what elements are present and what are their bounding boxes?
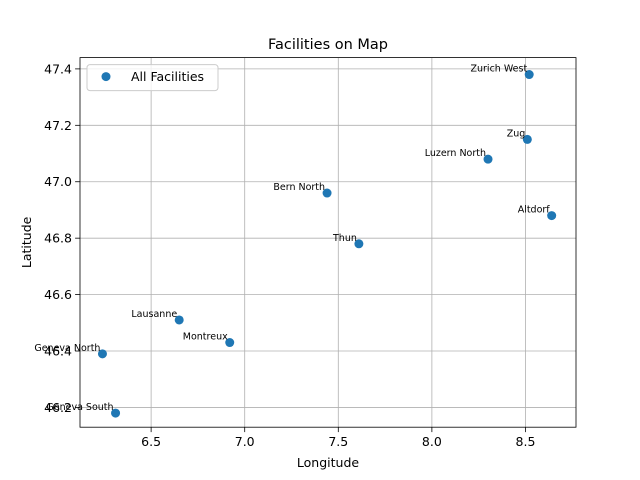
data-points [97,70,557,418]
data-point [354,239,364,249]
point-label: Geneva South [46,402,113,413]
point-label: Bern North [273,182,325,193]
data-point [225,338,235,348]
point-label: Geneva North [34,343,100,354]
point-label: Thun [332,233,357,244]
x-tick-label: 7.5 [328,434,348,449]
data-point [483,154,493,164]
plot-area-frame [79,57,577,428]
y-tick-label: 46.6 [44,287,72,302]
legend-entry-label: All Facilities [131,69,204,84]
x-tick-label: 7.0 [235,434,255,449]
point-label: Zug [507,128,526,139]
data-point [524,70,534,80]
point-labels: Zurich West Zug Luzern North Bern North Altd… [34,64,550,414]
y-tick-label: 46.4 [44,344,72,359]
x-axis-label: Longitude [297,455,359,470]
x-tick-label: 6.5 [141,434,161,449]
data-point [97,349,107,359]
y-tick-label: 47.4 [44,61,72,76]
point-label: Altdorf [518,205,551,216]
y-tick-label: 46.2 [44,400,72,415]
legend: All Facilities [86,64,219,92]
point-label: Luzern North [425,148,486,159]
data-point [522,134,532,144]
grid [80,57,576,428]
data-point [174,315,184,325]
x-tick-label: 8.5 [516,434,536,449]
legend-box [86,64,219,92]
x-tick-label: 8.0 [422,434,442,449]
y-tick-label: 47.2 [44,118,72,133]
legend-marker [101,72,111,82]
data-point [111,408,121,418]
point-label: Zurich West [471,64,528,75]
y-tick-label: 47.0 [44,174,72,189]
y-tick-label: 46.8 [44,231,72,246]
y-axis-label: Latitude [19,216,34,268]
data-point [322,188,332,198]
data-point [547,211,557,221]
axis-ticks: 6.5 7.0 7.5 8.0 8.5 46.2 46.4 46.6 46.8 47.0 47.2 4… [44,61,535,449]
point-label: Montreux [183,332,228,343]
point-label: Lausanne [131,309,177,320]
chart-title: Facilities on Map [268,37,388,53]
